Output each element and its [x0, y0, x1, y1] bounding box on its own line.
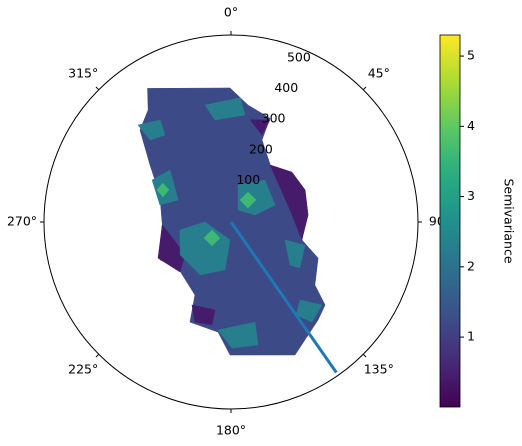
- colorbar-tick-label: 2: [467, 258, 475, 273]
- contour-region: [204, 97, 246, 121]
- theta-tick: [362, 86, 367, 91]
- line: [229, 221, 338, 374]
- contour-region: [217, 321, 259, 349]
- theta-tick-label: 225°: [68, 361, 98, 376]
- colorbar-label: Semivariance: [502, 178, 517, 263]
- theta-tick-label: 180°: [216, 423, 246, 438]
- theta-tick-label: 135°: [364, 361, 394, 376]
- colorbar-tick-label: 4: [467, 118, 475, 133]
- theta-tick: [95, 86, 100, 91]
- theta-tick: [362, 353, 367, 358]
- theta-tick-label: 315°: [68, 66, 98, 81]
- r-tick-label: 300: [262, 111, 286, 126]
- contour-region: [249, 119, 271, 136]
- theta-tick: [95, 353, 100, 358]
- contour-region: [156, 182, 170, 198]
- r-tick-label: 100: [236, 172, 260, 187]
- r-tick-label: 200: [249, 141, 273, 156]
- colorbar-tick-label: 3: [467, 188, 475, 203]
- contour-region: [157, 224, 186, 273]
- colorbar-tick-label: 1: [467, 329, 475, 344]
- theta-tick-label: 270°: [7, 214, 37, 229]
- colorbar-tick-label: 5: [467, 48, 475, 63]
- theta-tick-label: 45°: [368, 66, 390, 81]
- theta-tick-label: 0°: [224, 5, 238, 20]
- contour-region: [295, 299, 323, 323]
- contour-region: [203, 229, 221, 247]
- contour-region: [239, 191, 257, 209]
- contour-region: [137, 119, 166, 141]
- r-tick-label: 400: [274, 80, 298, 95]
- r-tick-label: 500: [287, 50, 311, 65]
- contour-region: [191, 304, 216, 326]
- colorbar: [439, 34, 461, 408]
- contour-region: [269, 164, 309, 241]
- contour-region: [284, 239, 306, 269]
